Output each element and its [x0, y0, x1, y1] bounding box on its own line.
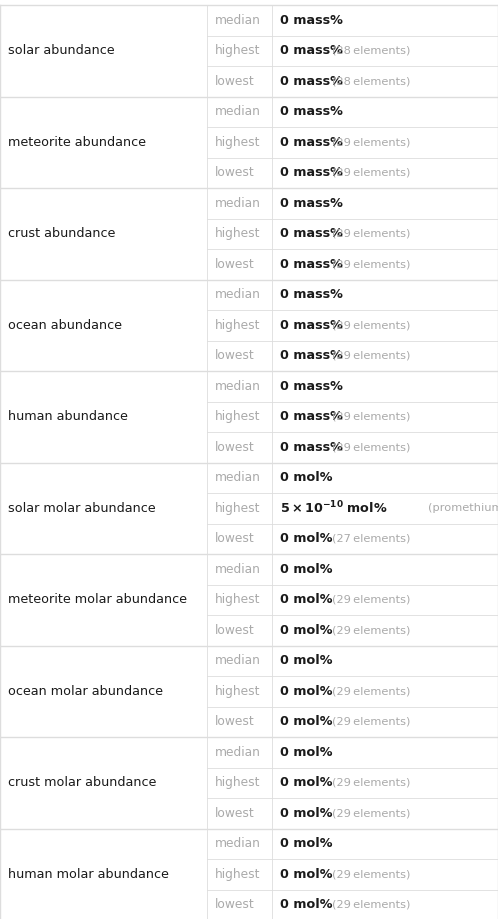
- Text: highest: highest: [215, 685, 260, 698]
- Text: solar molar abundance: solar molar abundance: [8, 502, 155, 515]
- Text: median: median: [215, 289, 261, 301]
- Text: median: median: [215, 745, 261, 759]
- Text: 0 mol%: 0 mol%: [280, 715, 333, 728]
- Text: median: median: [215, 562, 261, 575]
- Text: (29 elements): (29 elements): [332, 869, 410, 879]
- Text: 0 mass%: 0 mass%: [280, 380, 343, 392]
- Text: solar abundance: solar abundance: [8, 44, 115, 57]
- Text: 0 mass%: 0 mass%: [280, 197, 343, 210]
- Text: (28 elements): (28 elements): [332, 46, 410, 56]
- Text: highest: highest: [215, 868, 260, 880]
- Text: 0 mol%: 0 mol%: [280, 594, 333, 607]
- Text: $\mathbf{5 \times 10^{-10}}$ $\mathbf{mol\%}$: $\mathbf{5 \times 10^{-10}}$ $\mathbf{mo…: [280, 500, 387, 516]
- Text: highest: highest: [215, 594, 260, 607]
- Text: (29 elements): (29 elements): [332, 717, 410, 727]
- Text: (28 elements): (28 elements): [332, 76, 410, 86]
- Text: lowest: lowest: [215, 624, 255, 637]
- Text: 0 mol%: 0 mol%: [280, 471, 333, 484]
- Text: 0 mass%: 0 mass%: [280, 14, 343, 27]
- Text: 0 mol%: 0 mol%: [280, 745, 333, 759]
- Text: crust abundance: crust abundance: [8, 227, 116, 240]
- Text: (27 elements): (27 elements): [332, 534, 410, 544]
- Text: ocean molar abundance: ocean molar abundance: [8, 685, 163, 698]
- Text: (29 elements): (29 elements): [332, 808, 410, 818]
- Text: 0 mass%: 0 mass%: [280, 136, 343, 149]
- Text: 0 mol%: 0 mol%: [280, 777, 333, 789]
- Text: median: median: [215, 14, 261, 27]
- Text: 0 mass%: 0 mass%: [280, 74, 343, 87]
- Text: median: median: [215, 106, 261, 119]
- Text: (29 elements): (29 elements): [332, 625, 410, 635]
- Text: ocean abundance: ocean abundance: [8, 319, 122, 332]
- Text: (29 elements): (29 elements): [332, 442, 410, 452]
- Text: 0 mass%: 0 mass%: [280, 349, 343, 362]
- Text: (29 elements): (29 elements): [332, 168, 410, 177]
- Text: 0 mass%: 0 mass%: [280, 166, 343, 179]
- Text: lowest: lowest: [215, 349, 255, 362]
- Text: highest: highest: [215, 777, 260, 789]
- Text: (29 elements): (29 elements): [332, 351, 410, 361]
- Text: (29 elements): (29 elements): [332, 412, 410, 422]
- Text: highest: highest: [215, 410, 260, 424]
- Text: (29 elements): (29 elements): [332, 259, 410, 269]
- Text: 0 mass%: 0 mass%: [280, 227, 343, 240]
- Text: human abundance: human abundance: [8, 410, 128, 424]
- Text: (29 elements): (29 elements): [332, 229, 410, 239]
- Text: (29 elements): (29 elements): [332, 320, 410, 330]
- Text: 0 mass%: 0 mass%: [280, 410, 343, 424]
- Text: 0 mass%: 0 mass%: [280, 289, 343, 301]
- Text: 0 mass%: 0 mass%: [280, 319, 343, 332]
- Text: lowest: lowest: [215, 257, 255, 271]
- Text: (29 elements): (29 elements): [332, 900, 410, 910]
- Text: highest: highest: [215, 319, 260, 332]
- Text: 0 mol%: 0 mol%: [280, 624, 333, 637]
- Text: 0 mol%: 0 mol%: [280, 837, 333, 850]
- Text: median: median: [215, 380, 261, 392]
- Text: lowest: lowest: [215, 898, 255, 912]
- Text: highest: highest: [215, 44, 260, 57]
- Text: 0 mol%: 0 mol%: [280, 807, 333, 820]
- Text: lowest: lowest: [215, 74, 255, 87]
- Text: 0 mol%: 0 mol%: [280, 898, 333, 912]
- Text: 0 mass%: 0 mass%: [280, 44, 343, 57]
- Text: 0 mol%: 0 mol%: [280, 532, 333, 545]
- Text: lowest: lowest: [215, 441, 255, 454]
- Text: 0 mol%: 0 mol%: [280, 654, 333, 667]
- Text: lowest: lowest: [215, 715, 255, 728]
- Text: 0 mol%: 0 mol%: [280, 685, 333, 698]
- Text: 0 mol%: 0 mol%: [280, 562, 333, 575]
- Text: human molar abundance: human molar abundance: [8, 868, 169, 880]
- Text: (29 elements): (29 elements): [332, 137, 410, 147]
- Text: median: median: [215, 197, 261, 210]
- Text: median: median: [215, 471, 261, 484]
- Text: (29 elements): (29 elements): [332, 595, 410, 605]
- Text: lowest: lowest: [215, 807, 255, 820]
- Text: (promethium): (promethium): [428, 504, 498, 513]
- Text: lowest: lowest: [215, 532, 255, 545]
- Text: 0 mass%: 0 mass%: [280, 257, 343, 271]
- Text: highest: highest: [215, 227, 260, 240]
- Text: 0 mass%: 0 mass%: [280, 106, 343, 119]
- Text: median: median: [215, 654, 261, 667]
- Text: highest: highest: [215, 502, 260, 515]
- Text: 0 mol%: 0 mol%: [280, 868, 333, 880]
- Text: 0 mass%: 0 mass%: [280, 441, 343, 454]
- Text: meteorite molar abundance: meteorite molar abundance: [8, 594, 187, 607]
- Text: lowest: lowest: [215, 166, 255, 179]
- Text: meteorite abundance: meteorite abundance: [8, 136, 146, 149]
- Text: (29 elements): (29 elements): [332, 777, 410, 788]
- Text: median: median: [215, 837, 261, 850]
- Text: crust molar abundance: crust molar abundance: [8, 777, 156, 789]
- Text: highest: highest: [215, 136, 260, 149]
- Text: (29 elements): (29 elements): [332, 686, 410, 697]
